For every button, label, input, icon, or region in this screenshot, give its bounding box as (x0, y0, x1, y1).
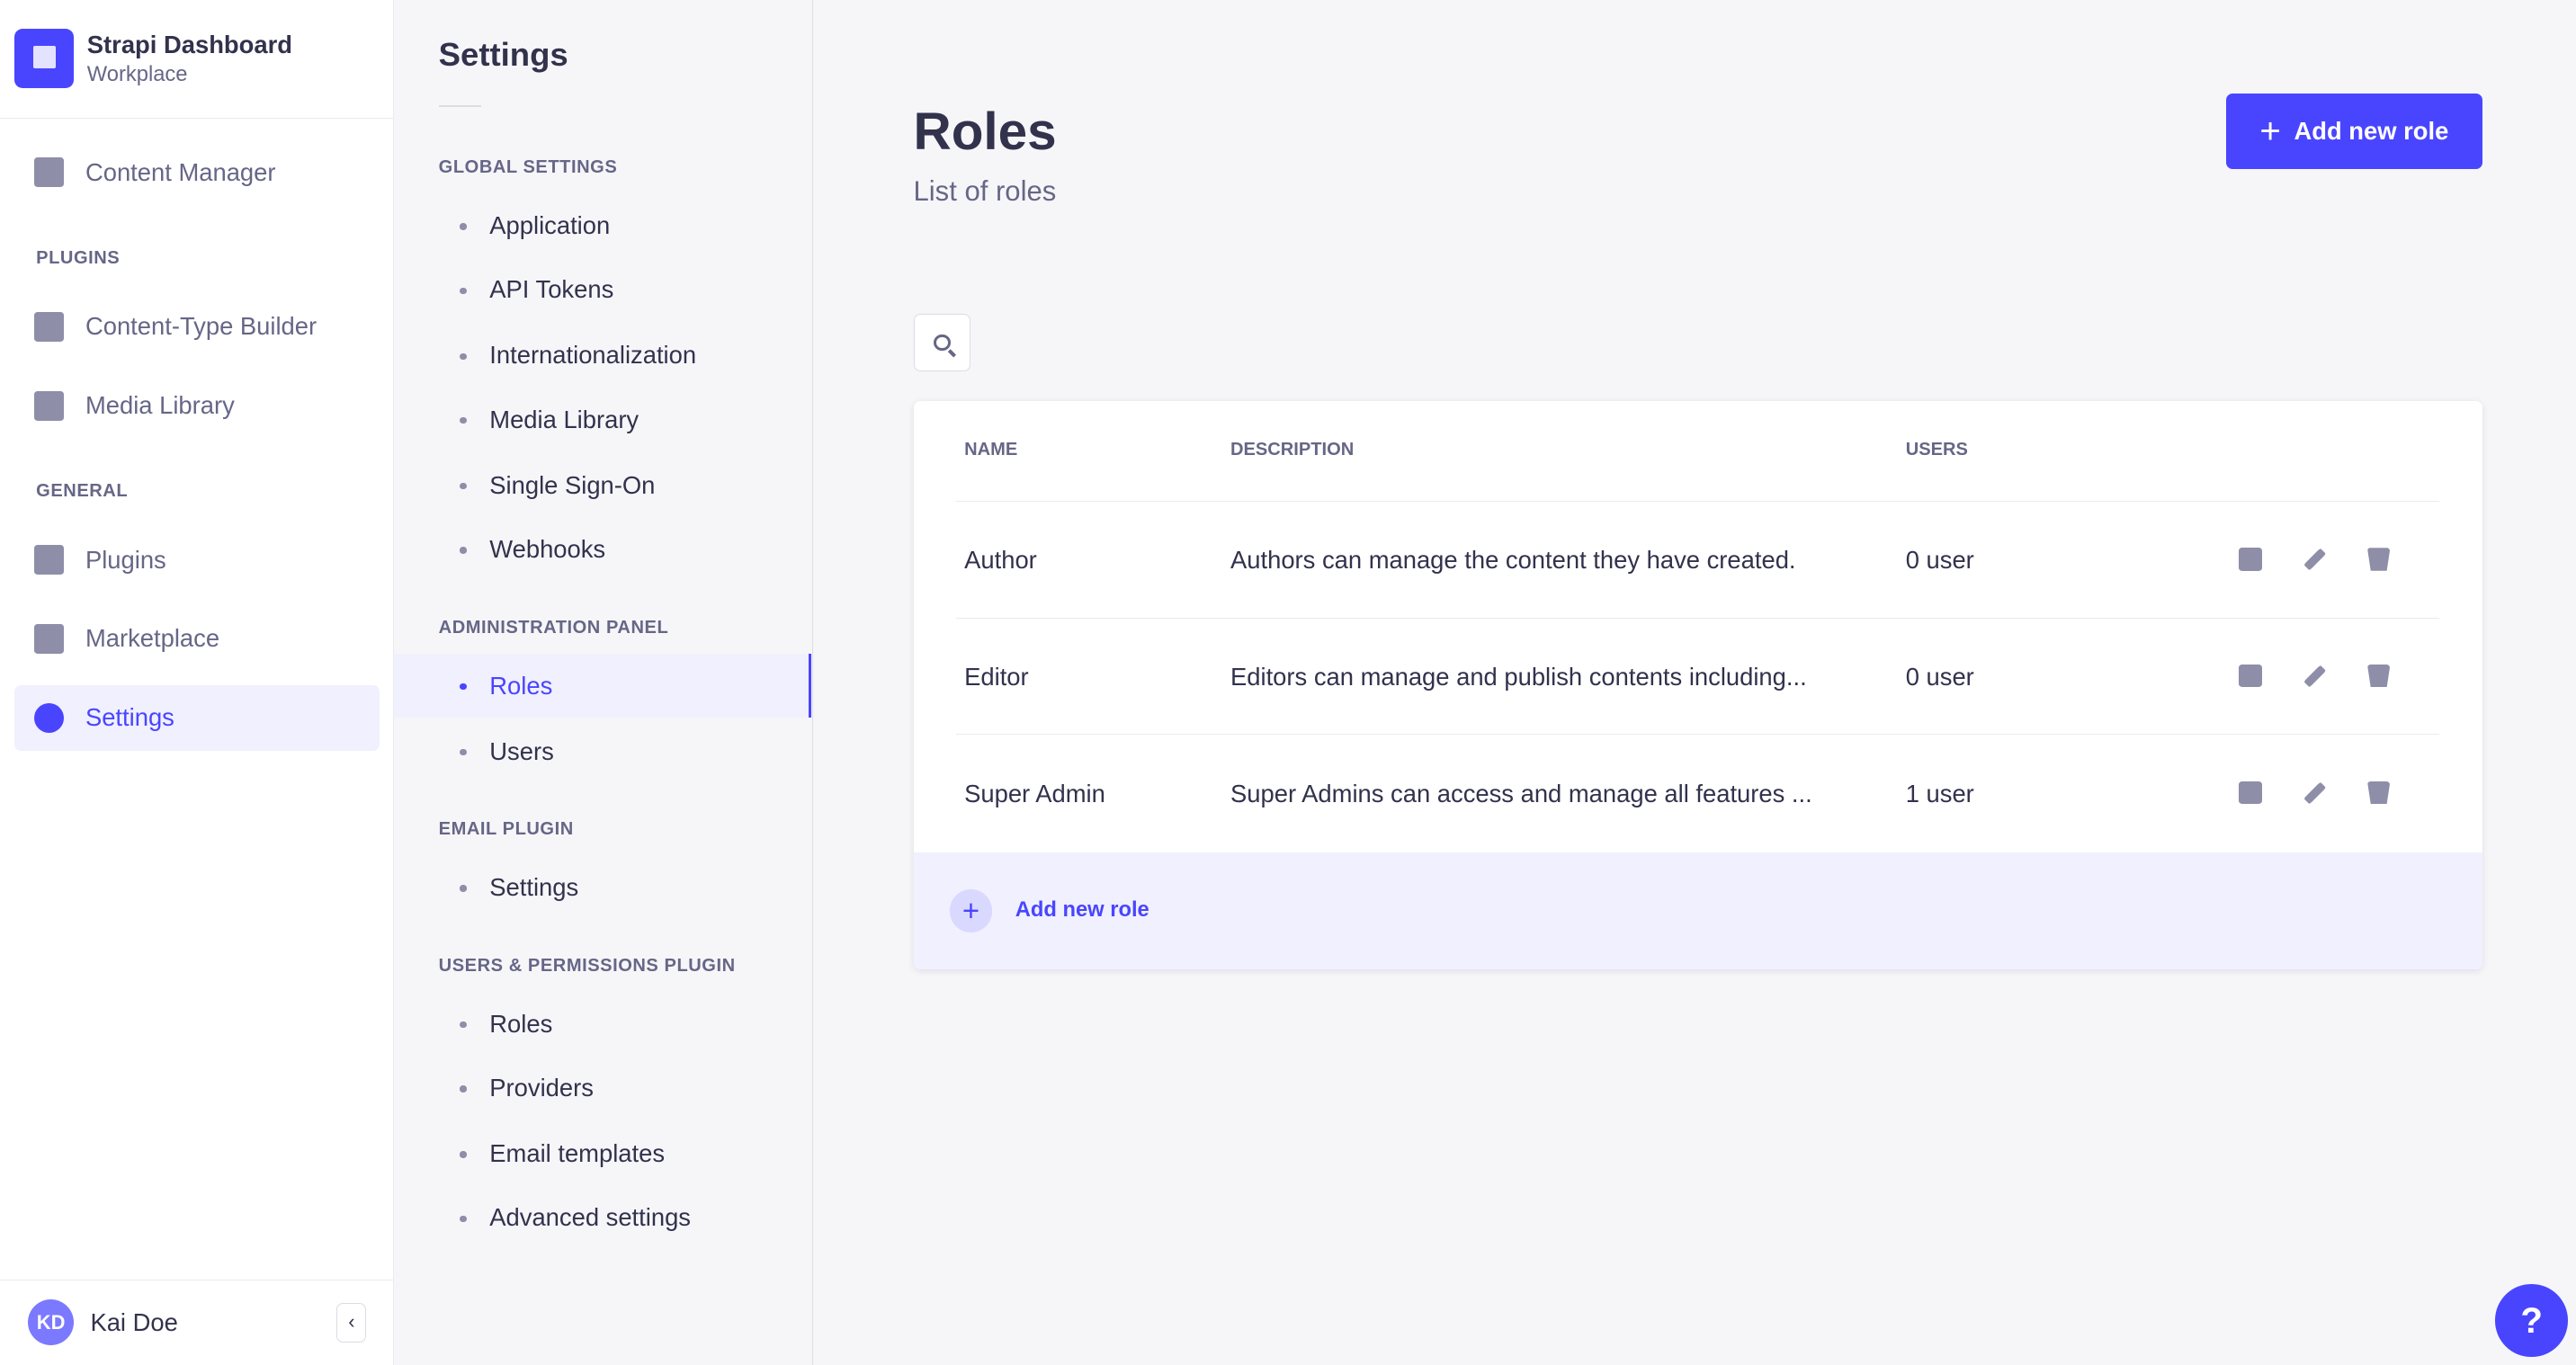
puzzle-icon (34, 545, 65, 575)
brand-subtitle: Workplace (86, 62, 188, 86)
trash-icon[interactable] (2366, 664, 2391, 688)
role-users: 0 user (1905, 546, 1974, 575)
table-row[interactable]: Author Authors can manage the content th… (956, 501, 2440, 618)
divider (438, 104, 482, 107)
page-subtitle: List of roles (913, 175, 1057, 208)
role-description: Super Admins can access and manage all f… (1230, 779, 1812, 807)
user-menu[interactable]: KD Kai Doe ‹ (0, 1279, 395, 1365)
nav-settings[interactable]: Settings (14, 684, 380, 751)
button-label: Add new role (2294, 117, 2449, 146)
subnav-up-roles[interactable]: Roles (394, 992, 811, 1056)
brand: Strapi Dashboard Workplace (0, 0, 394, 119)
section-general: GENERAL (36, 481, 129, 502)
nav-media-library[interactable]: Media Library (14, 373, 379, 439)
subnav-sso[interactable]: Single Sign-On (394, 453, 811, 517)
subnav-api-tokens[interactable]: API Tokens (394, 258, 811, 322)
table-add-role-button[interactable]: + Add new role (913, 852, 2482, 969)
duplicate-icon[interactable] (2239, 548, 2263, 571)
subnav-application[interactable]: Application (394, 194, 811, 258)
subnav-providers[interactable]: Providers (394, 1056, 811, 1120)
table-row[interactable]: Editor Editors can manage and publish co… (956, 617, 2440, 735)
trash-icon[interactable] (2366, 548, 2391, 571)
plus-circle-icon: + (949, 889, 993, 932)
nav-content-type-builder[interactable]: Content-Type Builder (14, 294, 379, 360)
subnav-admin-users[interactable]: Users (394, 719, 811, 783)
user-name: Kai Doe (90, 1307, 178, 1336)
main-nav: Strapi Dashboard Workplace Content Manage… (0, 0, 395, 1365)
nav-label: Media Library (85, 391, 235, 420)
nav-label: Marketplace (85, 624, 220, 653)
subnav-advanced-settings[interactable]: Advanced settings (394, 1186, 811, 1250)
section-users-permissions: USERS & PERMISSIONS PLUGIN (438, 956, 736, 977)
nav-label: Settings (85, 703, 174, 732)
subnav-email-settings[interactable]: Settings (394, 856, 811, 920)
role-name: Super Admin (964, 779, 1105, 807)
duplicate-icon[interactable] (2239, 781, 2263, 805)
edit-icon[interactable] (2303, 665, 2326, 687)
section-admin-panel: ADMINISTRATION PANEL (438, 617, 669, 638)
avatar: KD (28, 1299, 75, 1346)
header-name: NAME (964, 440, 1018, 460)
settings-subnav: Settings GLOBAL SETTINGS Application API… (394, 0, 814, 1365)
nav-marketplace[interactable]: Marketplace (14, 606, 379, 672)
role-description: Editors can manage and publish contents … (1230, 663, 1807, 691)
role-description: Authors can manage the content they have… (1230, 546, 1796, 575)
search-icon (934, 334, 951, 351)
nav-label: Plugins (85, 545, 166, 574)
table-row[interactable]: Super Admin Super Admins can access and … (956, 734, 2440, 851)
main-content: Roles List of roles + Add new role NAME D… (813, 0, 2576, 1365)
help-button[interactable]: ? (2495, 1284, 2568, 1357)
collapse-nav-button[interactable]: ‹ (336, 1302, 367, 1343)
search-button[interactable] (913, 313, 971, 371)
role-name: Author (964, 546, 1037, 575)
role-users: 0 user (1905, 663, 1974, 691)
subnav-internationalization[interactable]: Internationalization (394, 324, 811, 388)
subnav-admin-roles[interactable]: Roles (394, 653, 812, 718)
nav-plugins[interactable]: Plugins (14, 527, 379, 593)
role-name: Editor (964, 663, 1029, 691)
strapi-logo-icon (14, 29, 75, 89)
page-title: Roles (913, 103, 1057, 162)
section-plugins: PLUGINS (36, 247, 121, 268)
subnav-email-templates[interactable]: Email templates (394, 1121, 811, 1185)
subnav-media-library[interactable]: Media Library (394, 388, 811, 451)
settings-title: Settings (438, 36, 568, 74)
button-label: Add new role (1015, 898, 1149, 923)
header-users: USERS (1905, 440, 1968, 460)
edit-icon[interactable] (2303, 781, 2326, 804)
roles-table: NAME DESCRIPTION USERS Author Authors ca… (913, 400, 2482, 969)
section-global-settings: GLOBAL SETTINGS (438, 157, 618, 178)
nav-label: Content Manager (85, 157, 276, 186)
header-description: DESCRIPTION (1230, 440, 1355, 460)
pen-icon (34, 157, 65, 188)
nav-content-manager[interactable]: Content Manager (14, 139, 379, 205)
brand-title: Strapi Dashboard (86, 30, 292, 58)
subnav-webhooks[interactable]: Webhooks (394, 517, 811, 581)
nav-label: Content-Type Builder (85, 312, 318, 341)
image-icon (34, 390, 65, 421)
gear-icon (34, 702, 65, 733)
trash-icon[interactable] (2366, 781, 2391, 805)
duplicate-icon[interactable] (2239, 664, 2263, 688)
cart-icon (34, 624, 65, 654)
add-new-role-button[interactable]: + Add new role (2225, 94, 2482, 170)
edit-icon[interactable] (2303, 548, 2326, 571)
layout-icon (34, 312, 65, 342)
plus-icon: + (2259, 111, 2281, 152)
section-email-plugin: EMAIL PLUGIN (438, 819, 574, 840)
role-users: 1 user (1905, 779, 1974, 807)
